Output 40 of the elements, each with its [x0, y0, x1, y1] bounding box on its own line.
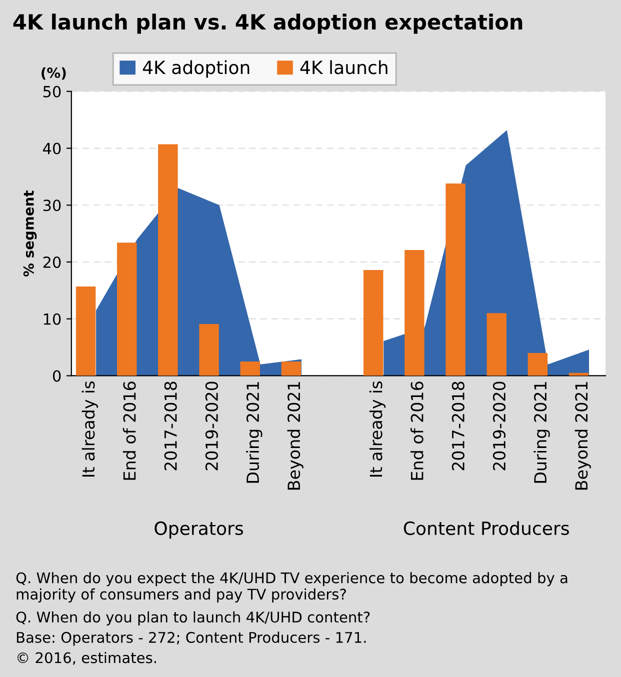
x-tick-label: End of 2016 — [122, 382, 136, 480]
x-tick-label: During 2021 — [534, 382, 550, 483]
y-tick-label: 0 — [52, 370, 61, 382]
x-tick-label: End of 2016 — [410, 382, 424, 480]
x-tick-label: 2017-2018 — [164, 382, 177, 470]
text: Q. When do you plan to launch 4K/UHD content? — [16, 611, 370, 626]
chart-title: 4K launch plan vs. 4K adoption expectation — [13, 14, 522, 34]
x-tick-label: It already is — [369, 381, 386, 477]
text: Q. When do you expect the 4K/UHD TV experience to become adopted by a majority of consumers and pay TV providers? — [16, 572, 568, 603]
bar — [364, 270, 384, 376]
text: © 2016, estimates. — [18, 652, 156, 665]
text: Base: Operators - 272; Content Producers - 171. — [16, 632, 366, 646]
text: (%) — [42, 67, 66, 80]
y-tick-label: 50 — [43, 86, 61, 98]
bar — [446, 184, 466, 376]
bar — [199, 324, 219, 376]
x-tick-label: 2017-2018 — [452, 382, 464, 470]
x-tick-label: 2019-2020 — [205, 382, 218, 470]
y-tick-label: 40 — [43, 142, 61, 154]
bar — [76, 286, 96, 376]
y-tick-label: 20 — [43, 256, 61, 268]
legend-label: 4K adoption — [142, 60, 250, 78]
text: Operators — [154, 521, 243, 539]
bar — [281, 362, 302, 376]
legend-label: 4K launch — [300, 60, 388, 74]
x-tick-label: Beyond 2021 — [287, 382, 304, 490]
bar — [486, 313, 506, 376]
text: Content Producers — [404, 521, 569, 536]
x-tick-label: 2019-2020 — [492, 382, 506, 470]
bar — [158, 144, 178, 376]
bar — [240, 362, 260, 376]
bar — [528, 352, 548, 376]
x-tick-label: Beyond 2021 — [574, 382, 591, 490]
y-tick-label: 10 — [44, 313, 61, 325]
bar — [404, 250, 424, 376]
x-tick-label: It already is — [82, 381, 98, 477]
y-axis-title: % segment — [23, 190, 37, 277]
bar — [117, 242, 137, 376]
y-tick-label: 30 — [43, 200, 61, 212]
x-tick-label: During 2021 — [246, 382, 262, 483]
